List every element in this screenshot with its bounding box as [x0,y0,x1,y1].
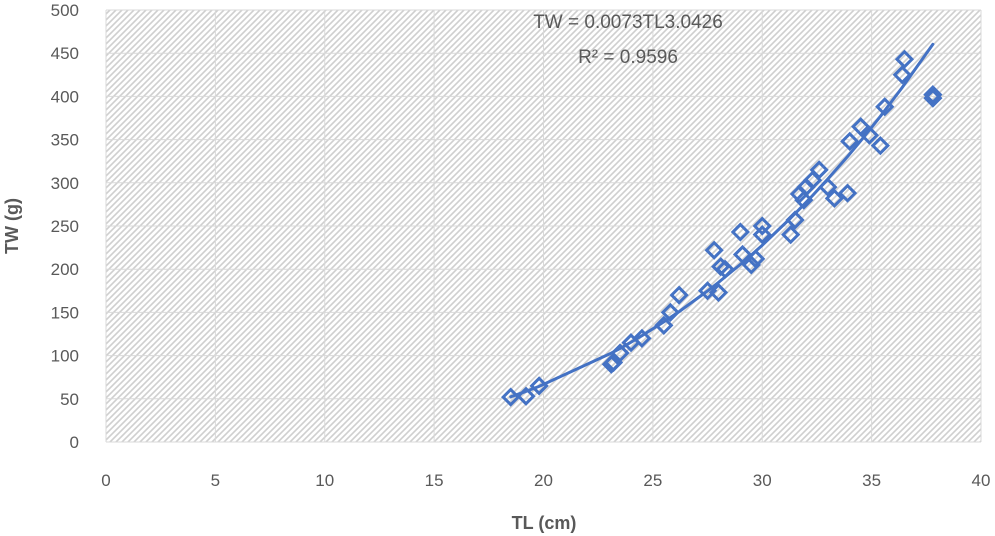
y-tick-label: 500 [51,1,79,20]
data-point [708,282,729,303]
data-point [859,125,880,145]
y-tick-label: 250 [51,217,79,236]
data-point [840,131,860,151]
y-tick-label: 0 [70,433,79,452]
data-point [501,387,521,407]
data-point [875,97,895,117]
data-point [752,225,772,245]
x-tick-label: 5 [211,471,220,490]
data-point [746,249,766,269]
y-tick-label: 150 [51,303,79,322]
data-point [781,225,801,245]
data-point [851,117,871,137]
data-point [741,255,761,275]
trendline-equation: TW = 0.0073TL3.0426 [533,12,723,33]
data-point [610,343,630,363]
data-point [704,240,724,260]
data-point [752,216,772,236]
data-point [715,259,735,279]
data-point [818,177,838,197]
x-tick-label: 10 [315,471,334,490]
data-point [794,190,814,210]
x-tick-label: 30 [753,471,772,490]
x-tick-label: 0 [101,471,110,490]
data-points [501,49,943,407]
gridlines [105,9,982,443]
x-tick-label: 15 [425,471,444,490]
data-point [785,210,805,230]
x-tick-label: 20 [534,471,553,490]
data-point [697,281,718,301]
y-axis-ticks: 0 50 100 150 200 250 300 350 400 450 500 [51,1,79,452]
data-point [923,85,943,105]
y-tick-label: 50 [60,390,79,409]
data-point [732,244,753,265]
x-tick-label: 25 [643,471,662,490]
data-point [824,188,845,208]
data-point [669,285,689,305]
y-tick-label: 450 [51,44,79,63]
x-tick-label: 40 [972,471,991,490]
data-point [870,136,890,156]
data-point [654,315,674,335]
y-tick-label: 400 [51,87,79,106]
y-tick-label: 350 [51,131,79,150]
x-axis-ticks: 0 5 10 15 20 25 30 35 40 [101,471,990,490]
x-tick-label: 35 [862,471,881,490]
y-axis-title: TW (g) [2,198,22,254]
y-tick-label: 300 [51,174,79,193]
data-point [809,160,829,180]
data-point [632,328,652,348]
data-point [516,386,536,406]
data-point [660,302,680,323]
x-axis-title: TL (cm) [512,513,577,533]
data-point [894,49,915,69]
data-point [529,376,549,396]
r-squared-label: R² = 0.9596 [578,47,678,68]
data-point [730,222,750,242]
y-tick-label: 100 [51,347,79,366]
data-point [837,183,858,203]
y-tick-label: 200 [51,260,79,279]
data-point [892,65,912,85]
